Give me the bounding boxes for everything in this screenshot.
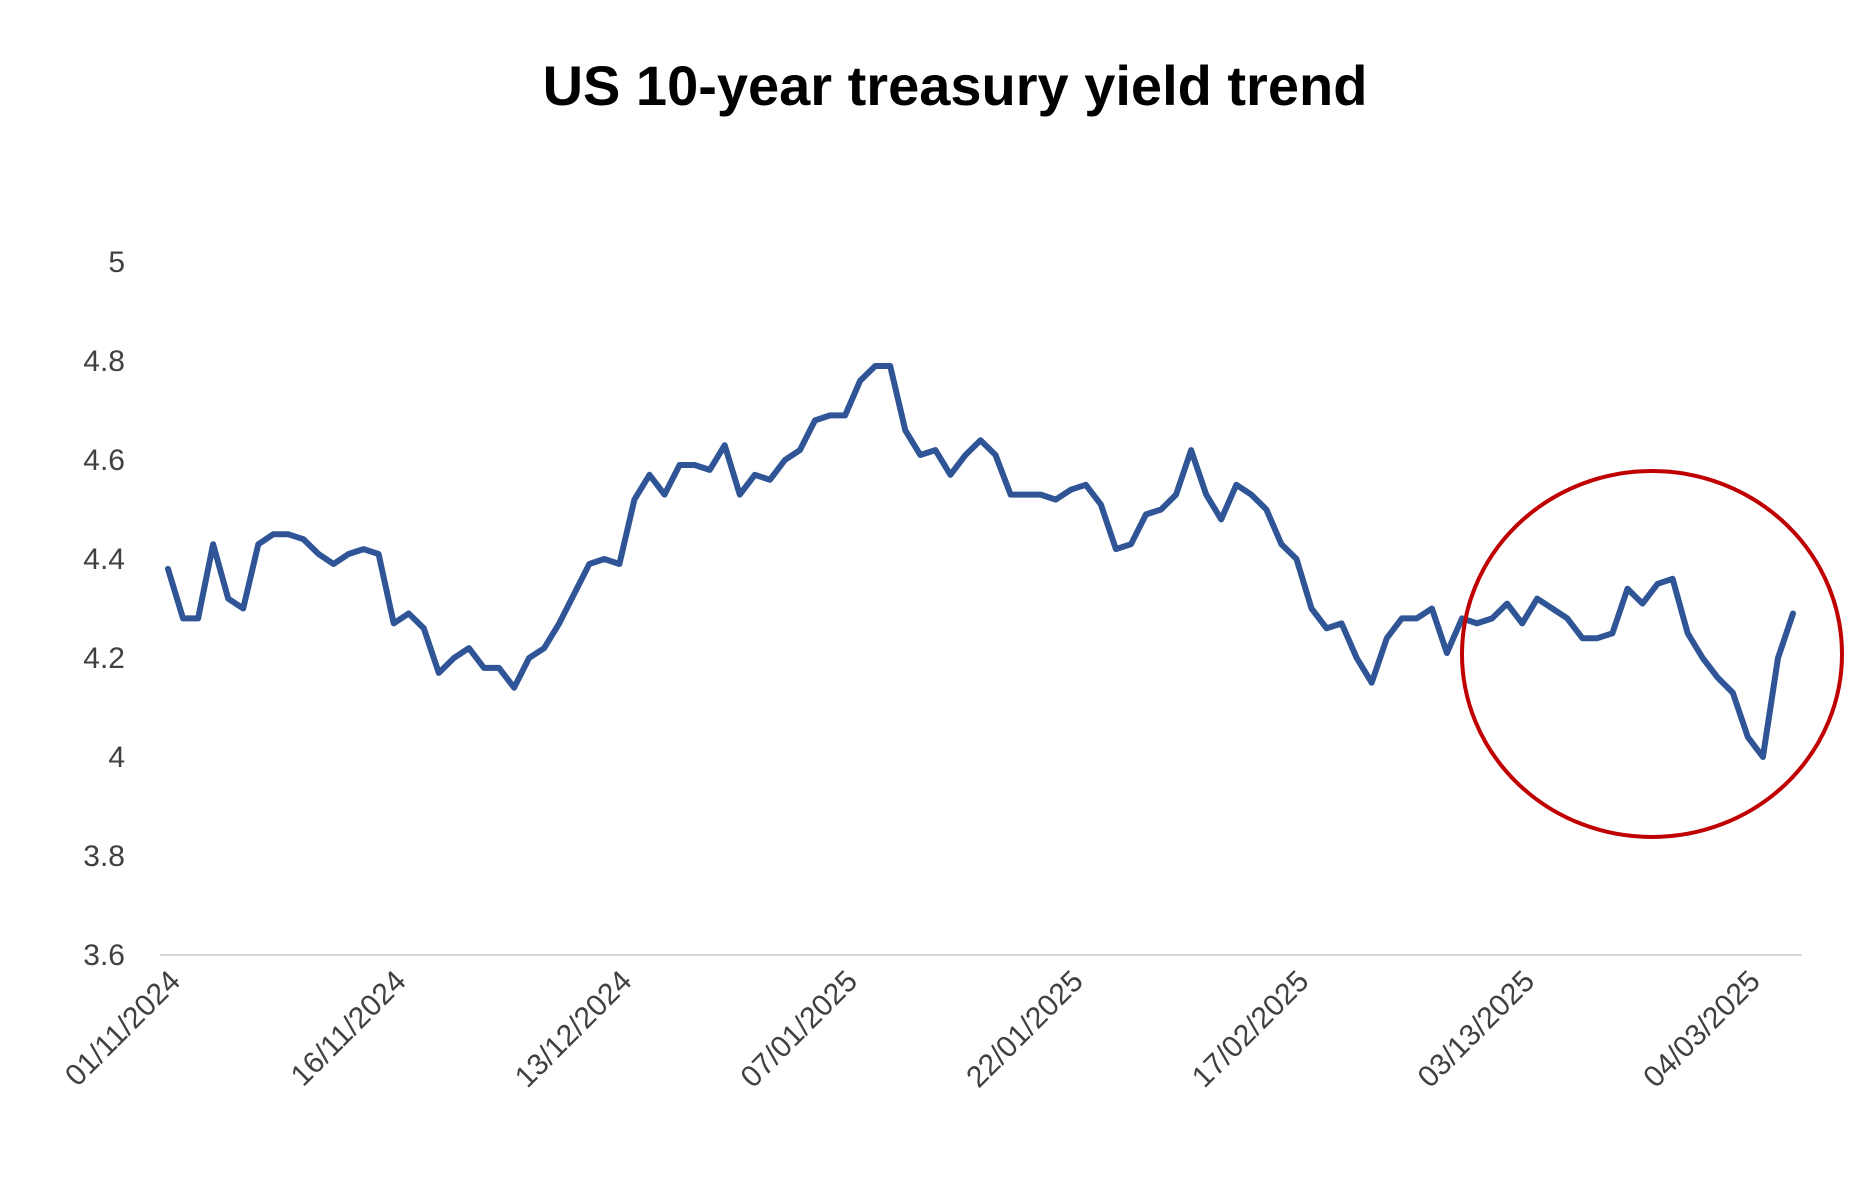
x-tick-label: 03/13/2025: [1412, 965, 1542, 1095]
x-tick-label: 01/11/2024: [59, 965, 187, 1093]
y-tick-label: 3.6: [83, 939, 125, 972]
y-tick-label: 3.8: [83, 840, 125, 873]
x-tick-label: 17/02/2025: [1186, 965, 1316, 1095]
y-tick-label: 4.6: [83, 444, 125, 477]
y-tick-label: 4: [108, 741, 125, 774]
y-axis: 3.6 3.8 4 4.2 4.4 4.6 4.8 5: [83, 246, 125, 972]
x-tick-label: 07/01/2025: [735, 965, 865, 1095]
x-tick-label: 13/12/2024: [509, 965, 639, 1095]
x-tick-label: 04/03/2025: [1637, 965, 1767, 1095]
y-tick-label: 4.4: [83, 543, 125, 576]
y-tick-label: 4.2: [83, 642, 125, 675]
series-line-yield: [165, 363, 1796, 760]
x-tick-label: 22/01/2025: [960, 965, 1090, 1095]
y-tick-label: 4.8: [83, 345, 125, 378]
x-tick-label: 16/11/2024: [285, 965, 413, 1093]
highlight-circle: [1460, 469, 1844, 839]
chart-title: US 10-year treasury yield trend: [543, 54, 1368, 117]
x-axis: 01/11/2024 16/11/2024 13/12/2024 07/01/2025…: [59, 965, 1767, 1095]
y-tick-label: 5: [108, 246, 125, 279]
